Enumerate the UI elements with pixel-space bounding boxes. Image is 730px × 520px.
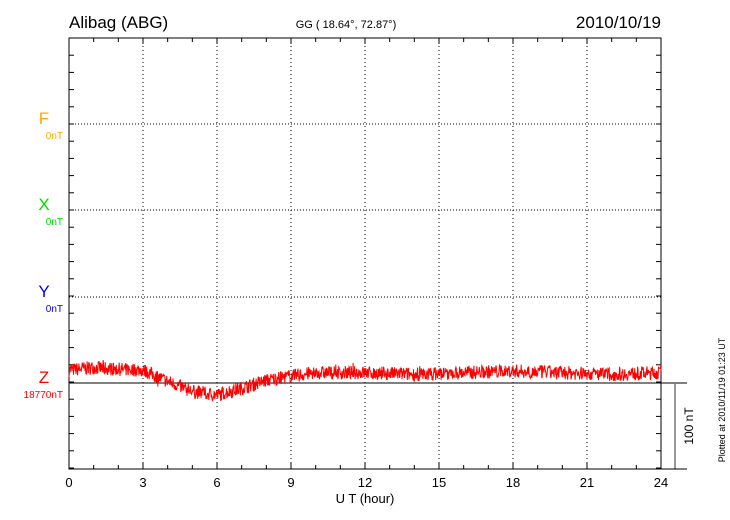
component-label-y: Y — [38, 282, 49, 301]
x-tick-label: 24 — [654, 475, 668, 490]
x-tick-label: 6 — [213, 475, 220, 490]
x-tick-label: 9 — [287, 475, 294, 490]
x-tick-labels: 0 3 6 9 12 15 18 21 24 — [65, 475, 668, 490]
scale-label: 100 nT — [682, 407, 696, 445]
component-baseline-f: 0nT — [46, 131, 63, 142]
series-z-line — [68, 360, 662, 402]
component-baseline-x: 0nT — [46, 217, 63, 228]
x-tick-label: 21 — [580, 475, 594, 490]
plot-frame — [68, 37, 662, 470]
chart-date: 2010/10/19 — [576, 13, 661, 32]
component-label-z: Z — [39, 368, 49, 387]
x-tick-label: 3 — [139, 475, 146, 490]
component-label-x: X — [38, 195, 49, 214]
component-label-f: F — [39, 109, 49, 128]
component-labels: F 0nT X 0nT Y 0nT Z 18770nT — [24, 109, 63, 401]
x-tick-label: 12 — [358, 475, 372, 490]
x-axis-label: U T (hour) — [336, 491, 395, 506]
component-baseline-y: 0nT — [46, 304, 63, 315]
x-tick-label: 0 — [65, 475, 72, 490]
grid — [68, 38, 662, 469]
chart-subtitle: GG ( 18.64°, 72.87°) — [296, 19, 397, 31]
chart-title: Alibag (ABG) — [69, 13, 168, 32]
component-baseline-z: 18770nT — [24, 390, 63, 401]
plotted-at-footer: Plotted at 2010/11/19 01:23 UT — [717, 337, 727, 462]
x-tick-label: 15 — [432, 475, 446, 490]
x-tick-label: 18 — [506, 475, 520, 490]
